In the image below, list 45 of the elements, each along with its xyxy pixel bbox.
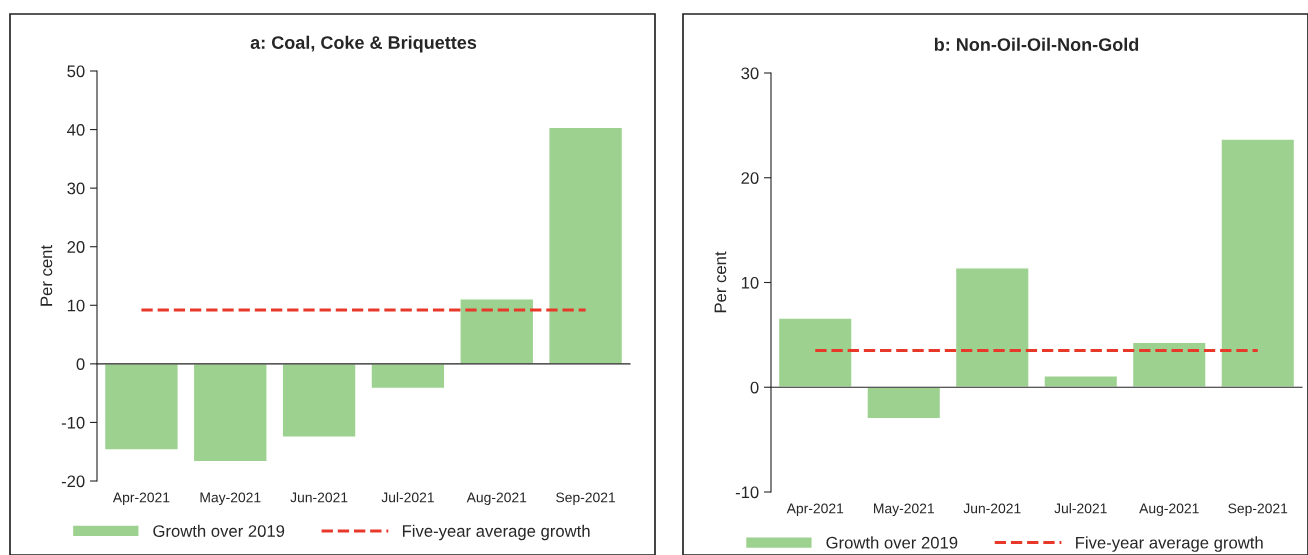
y-tick-label: -20 bbox=[61, 475, 85, 488]
y-tick-label: 0 bbox=[76, 358, 85, 371]
y-tick-label: 0 bbox=[750, 381, 759, 394]
y-axis-title: Per cent bbox=[714, 251, 727, 313]
y-tick-label: -10 bbox=[61, 416, 85, 429]
bar bbox=[777, 317, 853, 388]
x-tick-label: Aug-2021 bbox=[466, 492, 527, 506]
x-tick-label: Jul-2021 bbox=[381, 492, 434, 503]
bar bbox=[192, 363, 268, 463]
bar bbox=[954, 267, 1030, 388]
x-tick-label: May-2021 bbox=[874, 503, 934, 517]
bar bbox=[281, 363, 357, 438]
bar bbox=[548, 126, 624, 365]
chart-title: a: Coal, Coke & Briquettes bbox=[250, 35, 477, 53]
legend-label: Five-year average growth bbox=[1076, 536, 1263, 552]
y-tick-label: -10 bbox=[735, 486, 759, 499]
legend-label: Growth over 2019 bbox=[153, 524, 285, 537]
x-tick-label: Sep-2021 bbox=[556, 492, 616, 506]
y-tick-label: 10 bbox=[67, 299, 85, 312]
bar bbox=[1043, 375, 1119, 388]
legend-label: Five-year average growth bbox=[402, 524, 590, 541]
chart-title: b: Non-Oil-Oil-Non-Gold bbox=[934, 37, 1139, 51]
bar bbox=[459, 298, 535, 365]
y-tick-label: 30 bbox=[741, 67, 759, 80]
bar bbox=[1220, 138, 1296, 388]
x-tick-label: Jun-2021 bbox=[290, 492, 348, 503]
y-tick-label: 20 bbox=[67, 241, 85, 253]
bar bbox=[370, 363, 446, 390]
x-tick-label: Jun-2021 bbox=[963, 503, 1021, 514]
y-tick-label: 10 bbox=[741, 276, 759, 289]
x-tick-label: Aug-2021 bbox=[1139, 503, 1199, 517]
bar bbox=[866, 386, 942, 420]
x-tick-label: Sep-2021 bbox=[1228, 503, 1288, 517]
y-tick-label: 20 bbox=[741, 172, 759, 184]
bar bbox=[103, 363, 179, 451]
bar bbox=[1131, 341, 1207, 388]
x-tick-label: Apr-2021 bbox=[112, 492, 170, 506]
y-axis-title: Per cent bbox=[40, 245, 53, 306]
y-tick-label: 30 bbox=[67, 182, 85, 195]
y-tick-label: 50 bbox=[67, 65, 85, 78]
legend-label: Growth over 2019 bbox=[826, 536, 958, 549]
x-tick-label: May-2021 bbox=[200, 492, 261, 506]
x-tick-label: Jul-2021 bbox=[1054, 503, 1107, 514]
x-tick-label: Apr-2021 bbox=[786, 503, 844, 517]
y-tick-label: 40 bbox=[67, 123, 85, 136]
